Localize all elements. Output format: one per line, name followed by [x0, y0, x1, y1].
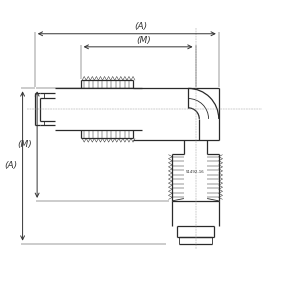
Text: (A): (A): [135, 22, 148, 32]
Text: (M): (M): [17, 140, 32, 149]
Text: (M): (M): [136, 35, 151, 44]
Text: 51492-16: 51492-16: [186, 170, 205, 174]
Text: (A): (A): [4, 161, 17, 170]
